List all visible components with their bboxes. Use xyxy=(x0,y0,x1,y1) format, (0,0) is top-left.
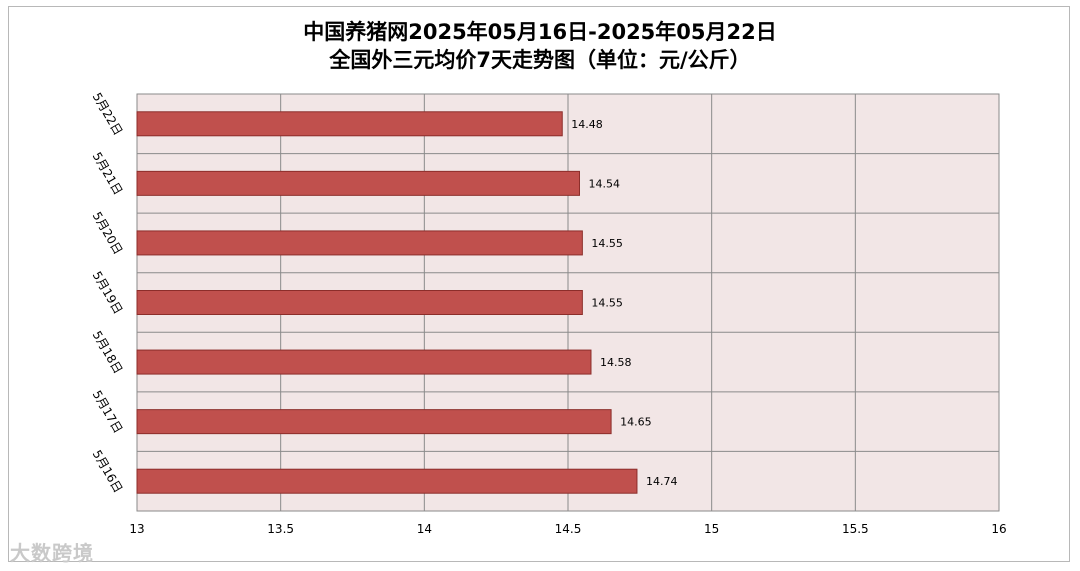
data-label: 14.48 xyxy=(571,118,603,131)
bar xyxy=(136,170,580,196)
y-tick-label: 5月20日 xyxy=(90,209,126,257)
watermark-logo: 大数跨境 xyxy=(10,541,94,565)
bar xyxy=(136,290,583,315)
data-label: 14.65 xyxy=(620,416,652,429)
data-label: 14.58 xyxy=(600,356,632,369)
x-tick-label: 15 xyxy=(704,522,719,536)
y-tick-label: 5月21日 xyxy=(90,150,126,198)
x-tick-label: 13 xyxy=(129,522,144,536)
y-tick-label: 5月22日 xyxy=(90,90,126,138)
chart-title-line2: 全国外三元均价7天走势图（单位：元/公斤） xyxy=(329,48,751,72)
bar xyxy=(136,468,638,494)
data-label: 14.55 xyxy=(591,237,623,250)
bar xyxy=(136,409,612,435)
y-tick-label: 5月17日 xyxy=(90,388,126,436)
data-label: 14.74 xyxy=(646,475,678,488)
chart-title: 中国养猪网2025年05月16日-2025年05月22日 全国外三元均价7天走势… xyxy=(0,18,1080,74)
x-tick-label: 14.5 xyxy=(555,522,582,536)
y-tick-label: 5月18日 xyxy=(90,328,126,376)
bar xyxy=(136,111,563,137)
x-tick-label: 13.5 xyxy=(267,522,294,536)
bar xyxy=(136,230,583,256)
chart-frame xyxy=(8,6,1070,562)
data-label: 14.55 xyxy=(591,297,623,310)
x-tick-label: 15.5 xyxy=(842,522,869,536)
y-tick-label: 5月16日 xyxy=(90,448,126,496)
x-tick-label: 14 xyxy=(417,522,432,536)
y-tick-label: 5月19日 xyxy=(90,269,126,317)
x-tick-label: 16 xyxy=(991,522,1006,536)
data-label: 14.54 xyxy=(588,177,620,190)
chart-title-line1: 中国养猪网2025年05月16日-2025年05月22日 xyxy=(303,20,777,44)
bar xyxy=(136,349,592,375)
